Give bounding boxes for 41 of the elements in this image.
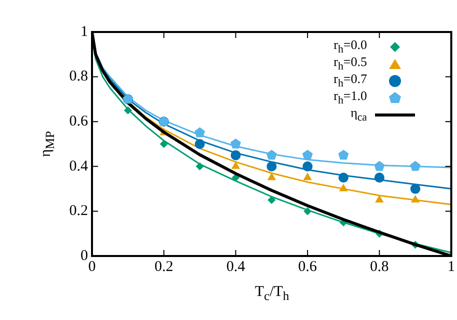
legend-label: r$_{h}$=0.0	[334, 37, 367, 56]
y-tick-label: 0.2	[69, 203, 88, 220]
point	[194, 139, 205, 149]
point	[196, 162, 204, 170]
point	[304, 207, 312, 216]
point	[338, 172, 348, 183]
point	[410, 160, 421, 171]
point	[266, 161, 277, 172]
y-tick-label: 0.4	[69, 158, 88, 174]
point	[230, 150, 241, 160]
point	[160, 140, 168, 148]
x-tick-label: 1	[448, 258, 455, 275]
x-tick-label: 0.4	[226, 258, 246, 275]
point	[230, 138, 241, 148]
point	[374, 172, 384, 183]
x-axis-title: T$_{c}$/T$_{h}$	[254, 284, 290, 304]
legend-label: η$_{ca}$	[350, 105, 367, 124]
point	[267, 172, 276, 180]
x-tick-label: 0.6	[298, 258, 318, 275]
legend-label: r$_{h}$=0.5	[334, 54, 367, 73]
point	[124, 106, 132, 114]
x-tick-label: 0.8	[370, 258, 389, 275]
point	[410, 184, 420, 194]
point	[303, 172, 312, 180]
point	[194, 127, 206, 138]
y-tick-label: 1	[80, 24, 88, 40]
legend-label: r$_{h}$=0.7	[334, 71, 367, 90]
point	[266, 150, 277, 160]
legend-label: r$_{h}$=1.0	[334, 88, 367, 107]
point	[339, 184, 348, 192]
point	[338, 150, 349, 160]
x-tick-label: 0.2	[154, 258, 174, 275]
point	[302, 161, 313, 172]
point	[374, 160, 385, 171]
y-tick-label: 0.6	[69, 114, 88, 130]
point	[410, 195, 420, 202]
y-tick-label: 0	[80, 248, 88, 264]
point	[268, 196, 276, 204]
point	[375, 195, 384, 202]
y-tick-label: 0.8	[69, 68, 88, 85]
point	[302, 150, 313, 160]
